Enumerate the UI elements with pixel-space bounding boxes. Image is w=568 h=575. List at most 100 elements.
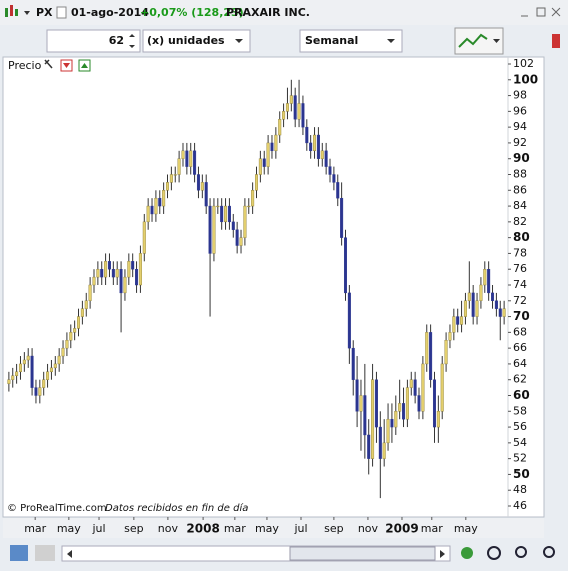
candle-down	[111, 269, 115, 278]
candle-up	[65, 340, 69, 349]
x-tick-label: jul	[293, 522, 307, 535]
candle-up	[69, 332, 73, 341]
side-bar	[545, 57, 568, 537]
candle-up	[169, 174, 173, 183]
x-tick-label: may	[255, 522, 279, 535]
tool-icon[interactable]	[461, 547, 473, 559]
candle-up	[88, 284, 92, 301]
candle-up	[38, 387, 42, 396]
x-tick-label: sep	[124, 522, 143, 535]
menu-arrow[interactable]	[24, 11, 30, 15]
units-select[interactable]	[142, 29, 251, 53]
period-select[interactable]	[299, 29, 403, 53]
candle-up	[212, 205, 216, 254]
quantity-input[interactable]	[46, 29, 141, 53]
y-tick-label: 54	[513, 436, 527, 449]
dropdown-arrow	[235, 39, 243, 43]
candle-down	[158, 197, 162, 207]
candle-up	[463, 300, 467, 317]
candle-down	[208, 205, 212, 254]
candle-up	[475, 300, 479, 317]
candle-down	[494, 300, 498, 309]
candle-up	[154, 197, 158, 215]
candle-up	[359, 395, 363, 412]
candle-down	[30, 355, 34, 388]
side-icon[interactable]	[552, 34, 560, 48]
candle-down	[227, 205, 231, 223]
quantity: 62	[109, 34, 124, 47]
candle-up	[297, 103, 301, 120]
candle-up	[239, 237, 243, 246]
candle-down	[309, 142, 313, 152]
candle-up	[274, 134, 278, 152]
candle-up	[409, 379, 413, 388]
y-tick-label: 60	[513, 388, 530, 402]
zoom-out[interactable]	[515, 546, 527, 558]
candle-up	[460, 316, 464, 325]
candle-up	[189, 150, 193, 167]
panel-icons[interactable]	[44, 59, 91, 72]
x-tick-label: nov	[358, 522, 379, 535]
candle-down	[316, 134, 320, 159]
candle-up	[398, 403, 402, 412]
candle-up	[80, 308, 84, 317]
candle-up	[285, 103, 289, 112]
candle-down	[343, 237, 347, 294]
candle-down	[119, 269, 123, 294]
tool-icon[interactable]	[35, 545, 55, 561]
y-tick-label: 58	[513, 404, 527, 417]
candle-down	[378, 426, 382, 459]
candle-up	[405, 387, 409, 420]
chart-panel	[2, 56, 545, 518]
y-tick-label: 90	[513, 151, 530, 165]
candle-down	[262, 158, 266, 167]
y-tick-label: 82	[513, 215, 527, 228]
plot: 46 48 50 52 54 56 58 60 62 64 66 68 70 72 74 76 78 80 82 84…	[7, 57, 538, 536]
candle-down	[185, 150, 189, 167]
candle-down	[417, 395, 421, 412]
candle-up	[266, 142, 270, 167]
candle-down	[231, 221, 235, 230]
dropdown-arrow	[387, 39, 395, 43]
spinner[interactable]	[129, 34, 135, 48]
candle-down	[131, 261, 135, 270]
candle-down	[100, 269, 104, 278]
candle-up	[73, 328, 77, 333]
y-tick-label: 86	[513, 183, 527, 196]
candle-up	[84, 300, 88, 309]
candle-down	[220, 205, 224, 223]
y-tick-label: 80	[513, 230, 530, 244]
symbol: PX	[36, 6, 53, 19]
candle-up	[200, 182, 204, 191]
x-axis-strip	[3, 518, 544, 538]
candle-up	[173, 174, 177, 176]
candle-up	[421, 363, 425, 412]
candle-up	[77, 316, 81, 329]
dropdown-arrow	[493, 39, 500, 43]
x-tick-label: jul	[91, 522, 105, 535]
y-tick-label: 100	[513, 72, 538, 86]
candle-down	[204, 182, 208, 207]
window-buttons[interactable]	[521, 7, 561, 17]
candle-up	[123, 276, 127, 294]
candle-down	[270, 142, 274, 152]
candle-down	[355, 379, 359, 412]
candle-up	[483, 269, 487, 286]
candle-down	[332, 174, 336, 183]
candle-down	[367, 434, 371, 459]
y-tick-label: 88	[513, 168, 527, 181]
candle-down	[456, 316, 460, 325]
x-tick-label: mar	[224, 522, 246, 535]
tool-icon[interactable]	[10, 545, 28, 561]
candle-up	[313, 134, 317, 152]
candle-up	[138, 253, 142, 286]
candle-up	[26, 355, 30, 361]
candle-up	[166, 182, 170, 191]
candle-up	[216, 205, 220, 208]
scroll-thumb[interactable]	[289, 546, 436, 561]
zoom-fit[interactable]	[487, 546, 501, 560]
zoom-in[interactable]	[543, 546, 555, 558]
candle-up	[289, 95, 293, 104]
candle-up	[57, 355, 61, 365]
